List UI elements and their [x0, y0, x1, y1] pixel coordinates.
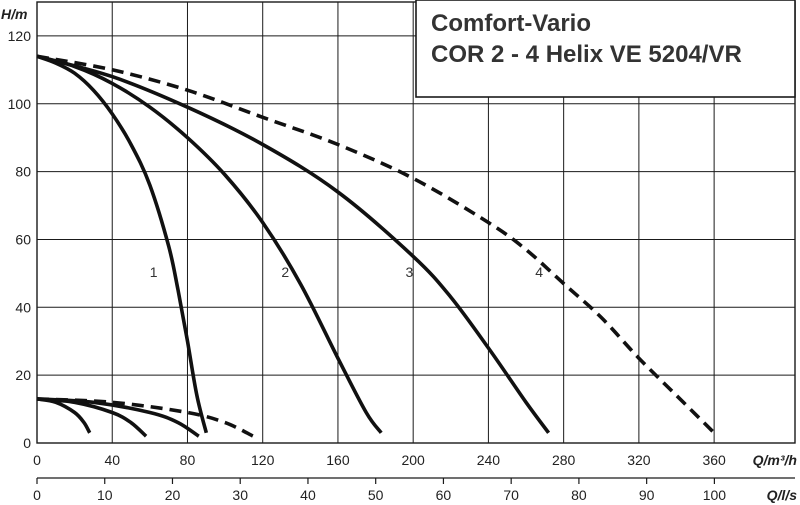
- title-box: Comfort-Vario COR 2 - 4 Helix VE 5204/VR: [415, 0, 796, 98]
- x2-tick-label: 0: [33, 487, 41, 503]
- x-tick-label: 280: [552, 452, 576, 468]
- x-tick-label: 160: [326, 452, 350, 468]
- chart-title: Comfort-Vario: [431, 10, 591, 37]
- y-tick-label: 100: [8, 96, 32, 112]
- y-tick-label: 120: [8, 28, 32, 44]
- y-tick-label: 60: [15, 231, 31, 247]
- x2-tick-label: 90: [639, 487, 655, 503]
- x-tick-label: 200: [401, 452, 425, 468]
- y-tick-label: 20: [15, 367, 31, 383]
- curve-layer: [36, 54, 716, 438]
- x2-tick-label: 80: [571, 487, 587, 503]
- x2-tick-label: 10: [97, 487, 113, 503]
- curve-number-label: 2: [281, 264, 289, 280]
- curve-number-label: 3: [406, 264, 414, 280]
- x2-tick-label: 60: [436, 487, 452, 503]
- curve-number-label: 1: [150, 264, 158, 280]
- y-tick-label: 0: [23, 435, 31, 451]
- y-tick-label: 40: [15, 299, 31, 315]
- pump-curve-2: [36, 54, 383, 434]
- x2-tick-label: 20: [165, 487, 181, 503]
- curve-number-label: 4: [535, 264, 543, 280]
- x-tick-label: 320: [627, 452, 651, 468]
- x-tick-label: 40: [104, 452, 120, 468]
- x2-tick-label: 30: [232, 487, 248, 503]
- x2-tick-label: 70: [503, 487, 519, 503]
- pump-curve-low-5: [36, 397, 148, 438]
- y-axis-label: H/m: [1, 6, 27, 22]
- x-axis-label: Q/m³/h: [753, 452, 797, 468]
- y-tick-label: 80: [15, 164, 31, 180]
- x-tick-label: 360: [702, 452, 726, 468]
- x2-tick-label: 100: [703, 487, 727, 503]
- x-tick-label: 80: [180, 452, 196, 468]
- x2-axis-label: Q/l/s: [767, 487, 798, 503]
- curve-label-layer: 1 2 3 4: [150, 264, 544, 280]
- x2-tick-label: 50: [368, 487, 384, 503]
- pump-curve-low-7: [36, 397, 255, 438]
- pump-curve-3: [36, 54, 551, 434]
- x-tick-label: 120: [251, 452, 275, 468]
- x-tick-label: 240: [477, 452, 501, 468]
- x-tick-label: 0: [33, 452, 41, 468]
- chart-subtitle: COR 2 - 4 Helix VE 5204/VR: [431, 41, 742, 68]
- pump-curve-4: [36, 54, 716, 435]
- title-box-frame: [415, 0, 796, 98]
- pump-curve-1: [36, 54, 209, 434]
- x2-tick-label: 40: [300, 487, 316, 503]
